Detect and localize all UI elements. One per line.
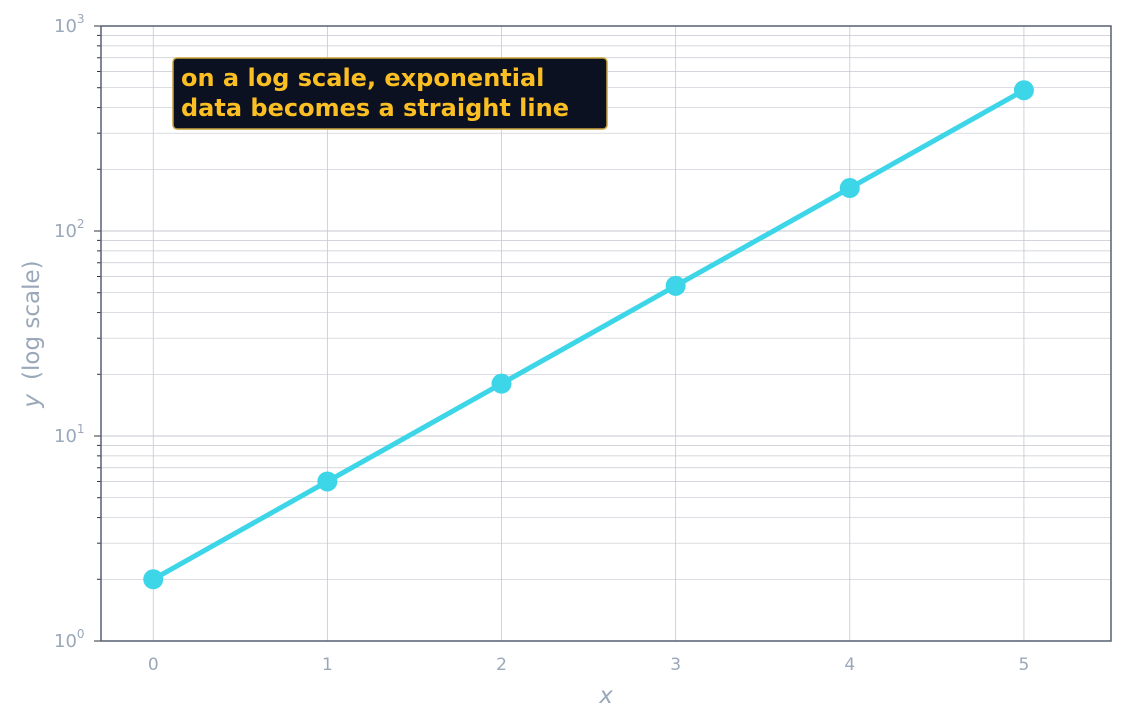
y-tick-labels: 100 101 102 103 [54, 12, 85, 652]
x-tick-label: 4 [844, 655, 855, 675]
series-line [150, 87, 1027, 582]
annotation-line-1: on a log scale, exponential [181, 64, 544, 92]
y-tick-label: 103 [54, 12, 85, 37]
x-tick-label: 1 [322, 655, 333, 675]
y-tick-label: 102 [54, 217, 85, 242]
annotation-box [172, 57, 608, 130]
x-tick-label: 5 [1019, 655, 1030, 675]
data-points [143, 80, 1034, 590]
y-axis-title: y (log scale) [19, 260, 45, 408]
y-tick-label: 101 [54, 422, 85, 447]
y-axis-suffix: (log scale) [19, 260, 45, 380]
x-tick-label: 0 [148, 655, 159, 675]
x-tick-label: 3 [670, 655, 681, 675]
data-point [665, 275, 686, 296]
annotation: on a log scale, exponential data becomes… [172, 57, 608, 130]
x-axis-title: x [598, 683, 613, 709]
series [150, 87, 1027, 582]
plot-frame [100, 25, 1112, 642]
annotation-line-2: data becomes a straight line [181, 94, 569, 122]
data-point [143, 569, 164, 590]
data-point [491, 373, 512, 394]
data-point [1013, 80, 1034, 101]
y-axis-variable: y [19, 394, 45, 409]
data-point [317, 471, 338, 492]
x-tick-label: 2 [496, 655, 507, 675]
x-tick-labels: 0 1 2 3 4 5 [148, 655, 1030, 675]
y-tick-label: 100 [54, 627, 85, 652]
data-point [839, 178, 860, 199]
grid [101, 26, 1111, 641]
y-minor-ticks [94, 25, 101, 642]
